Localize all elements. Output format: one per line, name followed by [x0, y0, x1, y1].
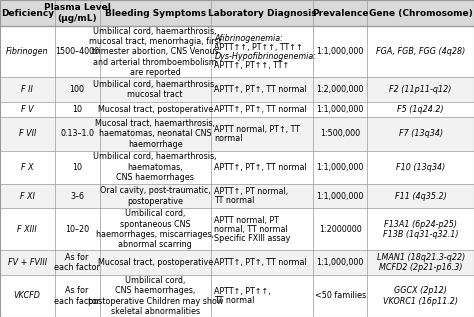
Text: normal: normal: [214, 134, 243, 143]
Bar: [0, 151, 474, 184]
Text: TT normal: TT normal: [214, 196, 255, 205]
Bar: [0, 250, 474, 275]
Text: Dys-Hypofibrinogenemia:: Dys-Hypofibrinogenemia:: [214, 52, 317, 61]
Text: Fibrinogen: Fibrinogen: [6, 47, 48, 56]
Text: Afibrinogenemia:: Afibrinogenemia:: [214, 34, 283, 43]
Text: 1:2000000: 1:2000000: [319, 225, 362, 234]
Text: Mucosal tract, haemarthrosis,
haematomas, neonatal CNS
haemorrhage: Mucosal tract, haemarthrosis, haematomas…: [95, 119, 215, 149]
Text: Umbilical cord,
spontaneous CNS
haemorrhages, miscarriages,
abnormal scarring: Umbilical cord, spontaneous CNS haemorrh…: [96, 209, 214, 249]
Text: F XI: F XI: [20, 191, 35, 201]
Bar: [0, 0, 474, 26]
Text: Umbilical cord, haemarthrosis,
mucosal tract: Umbilical cord, haemarthrosis, mucosal t…: [93, 80, 217, 99]
Text: APTT↑, PT↑, TT normal: APTT↑, PT↑, TT normal: [214, 258, 307, 267]
Text: 1:500,000: 1:500,000: [320, 129, 360, 139]
Text: VKCFD: VKCFD: [14, 291, 41, 301]
Text: F10 (13q34): F10 (13q34): [396, 163, 445, 172]
Bar: [0, 275, 474, 317]
Text: 1:1,000,000: 1:1,000,000: [317, 105, 364, 114]
Text: 3–6: 3–6: [70, 191, 84, 201]
Text: Laboratory Diagnosis: Laboratory Diagnosis: [208, 9, 316, 18]
Text: Plasma Level
(μg/mL): Plasma Level (μg/mL): [44, 3, 110, 23]
Text: LMAN1 (18q21.3-q22)
MCFD2 (2p21-p16.3): LMAN1 (18q21.3-q22) MCFD2 (2p21-p16.3): [376, 253, 465, 272]
Text: TT normal: TT normal: [214, 296, 255, 305]
Text: Bleeding Symptoms: Bleeding Symptoms: [105, 9, 206, 18]
Bar: [0, 184, 474, 208]
Text: GGCX (2p12)
VKORC1 (16p11.2): GGCX (2p12) VKORC1 (16p11.2): [383, 286, 458, 306]
Text: F13A1 (6p24-p25)
F13B (1q31-q32.1): F13A1 (6p24-p25) F13B (1q31-q32.1): [383, 220, 458, 239]
Text: APTT↑, PT↑↑,: APTT↑, PT↑↑,: [214, 287, 271, 296]
Text: F5 (1q24.2): F5 (1q24.2): [397, 105, 444, 114]
Text: F11 (4q35.2): F11 (4q35.2): [395, 191, 447, 201]
Text: APTT↑↑, PT↑↑, TT↑↑: APTT↑↑, PT↑↑, TT↑↑: [214, 43, 303, 52]
Text: 100: 100: [70, 85, 84, 94]
Text: Oral cavity, post-traumatic,
postoperative: Oral cavity, post-traumatic, postoperati…: [100, 186, 210, 206]
Text: APTT normal, PT↑, TT: APTT normal, PT↑, TT: [214, 125, 301, 134]
Text: FGA, FGB, FGG (4q28): FGA, FGB, FGG (4q28): [376, 47, 465, 56]
Text: APTT↑, PT↑, TT normal: APTT↑, PT↑, TT normal: [214, 105, 307, 114]
Text: Mucosal tract, postoperative: Mucosal tract, postoperative: [98, 258, 213, 267]
Bar: [0, 26, 474, 77]
Text: FV + FVIII: FV + FVIII: [8, 258, 47, 267]
Text: APTT↑, PT normal,: APTT↑, PT normal,: [214, 187, 289, 196]
Text: APTT normal, PT: APTT normal, PT: [214, 216, 280, 225]
Text: 0.13–1.0: 0.13–1.0: [60, 129, 94, 139]
Text: Deficiency: Deficiency: [0, 9, 54, 18]
Text: F X: F X: [21, 163, 34, 172]
Text: As for
each factor: As for each factor: [54, 286, 100, 306]
Bar: [0, 117, 474, 151]
Text: F VII: F VII: [18, 129, 36, 139]
Text: Mucosal tract, postoperative: Mucosal tract, postoperative: [98, 105, 213, 114]
Text: 1:1,000,000: 1:1,000,000: [317, 191, 364, 201]
Text: Gene (Chromosome): Gene (Chromosome): [369, 9, 473, 18]
Bar: [0, 208, 474, 250]
Text: Umbilical cord, haemarthrosis,
mucosal tract, menorrhagia, first
trimester abort: Umbilical cord, haemarthrosis, mucosal t…: [89, 27, 222, 77]
Text: Umbilical cord, haemarthrosis,
haematomas,
CNS haemorrhages: Umbilical cord, haemarthrosis, haematoma…: [93, 152, 217, 182]
Text: 1:1,000,000: 1:1,000,000: [317, 163, 364, 172]
Text: F2 (11p11-q12): F2 (11p11-q12): [390, 85, 452, 94]
Text: 10: 10: [72, 105, 82, 114]
Bar: [0, 77, 474, 102]
Text: APTT↑, PT↑↑, TT↑: APTT↑, PT↑↑, TT↑: [214, 61, 290, 70]
Text: Specific FXIII assay: Specific FXIII assay: [214, 234, 291, 243]
Text: normal, TT normal: normal, TT normal: [214, 225, 288, 234]
Text: Prevalence: Prevalence: [312, 9, 368, 18]
Text: APTT↑, PT↑, TT normal: APTT↑, PT↑, TT normal: [214, 163, 307, 172]
Text: 10: 10: [72, 163, 82, 172]
Text: 10–20: 10–20: [65, 225, 89, 234]
Bar: [0, 102, 474, 117]
Text: Umbilical cord,
CNS haemorrhages,
postoperative Children may show
skeletal abnor: Umbilical cord, CNS haemorrhages, postop…: [88, 276, 223, 316]
Text: F7 (13q34): F7 (13q34): [399, 129, 443, 139]
Text: 1:1,000,000: 1:1,000,000: [317, 47, 364, 56]
Text: F XIII: F XIII: [18, 225, 37, 234]
Text: 1500–4000: 1500–4000: [55, 47, 99, 56]
Text: APTT↑, PT↑, TT normal: APTT↑, PT↑, TT normal: [214, 85, 307, 94]
Text: F II: F II: [21, 85, 33, 94]
Text: <50 families: <50 families: [315, 291, 365, 301]
Text: 1:1,000,000: 1:1,000,000: [317, 258, 364, 267]
Text: 1:2,000,000: 1:2,000,000: [316, 85, 364, 94]
Text: As for
each factor: As for each factor: [54, 253, 100, 272]
Text: F V: F V: [21, 105, 34, 114]
